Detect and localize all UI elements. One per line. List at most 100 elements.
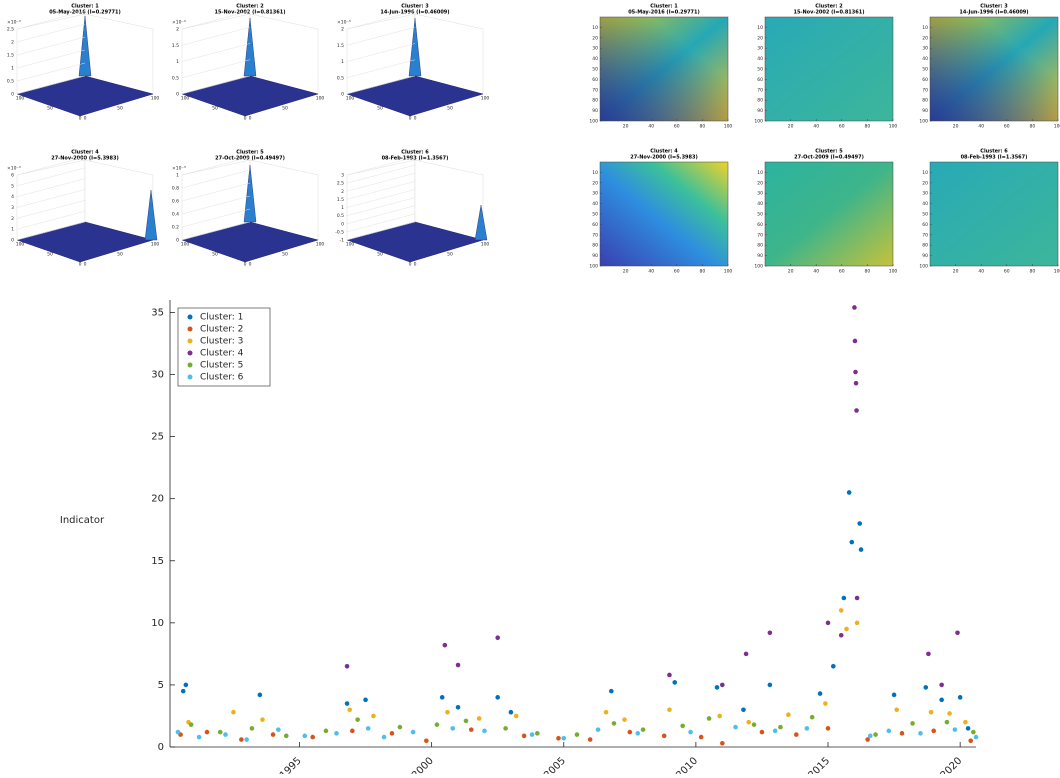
z-tick-label: 1 [341, 205, 344, 211]
point [249, 726, 255, 731]
point [667, 672, 672, 678]
z-tick-label: 1.5 [172, 43, 179, 49]
y-tick-label: 50 [117, 252, 123, 258]
x-tick-label: 100 [16, 96, 25, 102]
panel-title: Cluster: 5 [236, 150, 264, 156]
point [838, 608, 844, 613]
y-tick-label: 100 [151, 242, 160, 248]
point [733, 724, 738, 730]
point [344, 701, 350, 706]
point [381, 734, 387, 740]
point [521, 733, 527, 739]
z-tick-label: 1.5 [337, 197, 344, 203]
y-tick-label: 60 [922, 222, 928, 228]
point [923, 685, 929, 690]
y-tick-label: 40 [592, 201, 598, 207]
z-exponent: ×10⁻³ [7, 166, 21, 172]
panel-title: Cluster: 1 [71, 4, 99, 10]
point [743, 651, 749, 657]
y-tick-label: 30 [922, 46, 928, 52]
z-grid-line [181, 10, 251, 30]
y-tick-label: 90 [592, 108, 598, 114]
z-tick-label: 1 [11, 227, 14, 233]
x-tick-label: 60 [674, 124, 680, 130]
point [344, 663, 350, 669]
point [786, 712, 791, 718]
panel-subtitle: 27-Oct-2009 (I=0.49497) [794, 155, 864, 161]
panel-subtitle: 27-Oct-2009 (I=0.49497) [215, 156, 285, 162]
point [495, 635, 500, 641]
z-grid-line [181, 27, 251, 46]
z-grid-line [346, 173, 416, 192]
point [196, 734, 202, 740]
x-tick-label: 60 [839, 269, 845, 275]
x-tick-label: 50 [212, 106, 218, 112]
x-tick-label: 80 [865, 124, 871, 130]
z-grid-line [346, 156, 416, 176]
z-tick-label: 0 [11, 238, 14, 244]
y-tick-label: 10 [922, 170, 928, 176]
point [823, 701, 828, 706]
x-tick-label: 100 [181, 96, 190, 102]
z-grid-line [181, 169, 251, 189]
point [759, 729, 765, 735]
panel-subtitle: 27-Nov-2000 (I=5.3983) [51, 156, 119, 162]
y-tick-label: 80 [922, 98, 928, 104]
point [323, 728, 329, 734]
x-tick-label: 100 [724, 124, 733, 130]
y-tick-label: 80 [592, 243, 598, 249]
point [963, 719, 968, 725]
point [854, 595, 860, 601]
point [574, 732, 580, 737]
y-tick-label: 30 [151, 370, 164, 381]
z-grid-line [346, 75, 416, 95]
z-grid-line [16, 156, 86, 176]
point [508, 709, 514, 715]
point [794, 732, 799, 737]
point [450, 726, 456, 731]
y-tick-label: 100 [754, 119, 763, 125]
surface-peak [144, 189, 158, 241]
point [844, 626, 849, 632]
y-tick-label: 70 [757, 87, 763, 93]
z-grid-line [16, 178, 86, 197]
point [849, 539, 855, 545]
y-tick-label: 50 [922, 67, 928, 73]
point [767, 682, 773, 688]
y-tick-label: 90 [922, 108, 928, 114]
panel-subtitle: 05-May-2016 (I=0.29771) [628, 10, 700, 16]
heatmap [765, 162, 893, 266]
point [223, 732, 228, 737]
z-grid-line [16, 62, 86, 82]
point [371, 713, 376, 719]
point [283, 733, 289, 739]
z-grid-line [346, 59, 416, 78]
z-tick-label: 0.6 [172, 199, 179, 205]
x-tick-label: 50 [47, 106, 53, 112]
z-grid-line [16, 10, 86, 30]
z-grid-line [346, 10, 416, 30]
panel-subtitle: 27-Nov-2000 (I=5.3983) [630, 155, 698, 161]
point [270, 732, 276, 737]
z-grid-line [16, 49, 86, 69]
y-tick-label: 30 [922, 191, 928, 197]
y-tick-label: 70 [592, 87, 598, 93]
x-tick-label: 100 [724, 269, 733, 275]
z-grid-line [181, 43, 251, 62]
heatmap [600, 17, 728, 121]
legend-marker [187, 350, 193, 356]
y-tick-label: 60 [757, 77, 763, 83]
z-grid-line [346, 27, 416, 46]
point [825, 620, 831, 626]
point [463, 718, 469, 724]
z-grid-line [16, 210, 86, 230]
z-tick-label: 1.5 [337, 43, 344, 49]
z-exponent: ×10⁻³ [7, 20, 21, 26]
point [672, 680, 678, 685]
point [363, 697, 368, 703]
y-tick-label: 40 [922, 201, 928, 207]
z-exponent: ×10⁻³ [172, 166, 186, 172]
z-grid-line [16, 75, 86, 95]
z-exponent: ×10⁻³ [172, 20, 186, 26]
